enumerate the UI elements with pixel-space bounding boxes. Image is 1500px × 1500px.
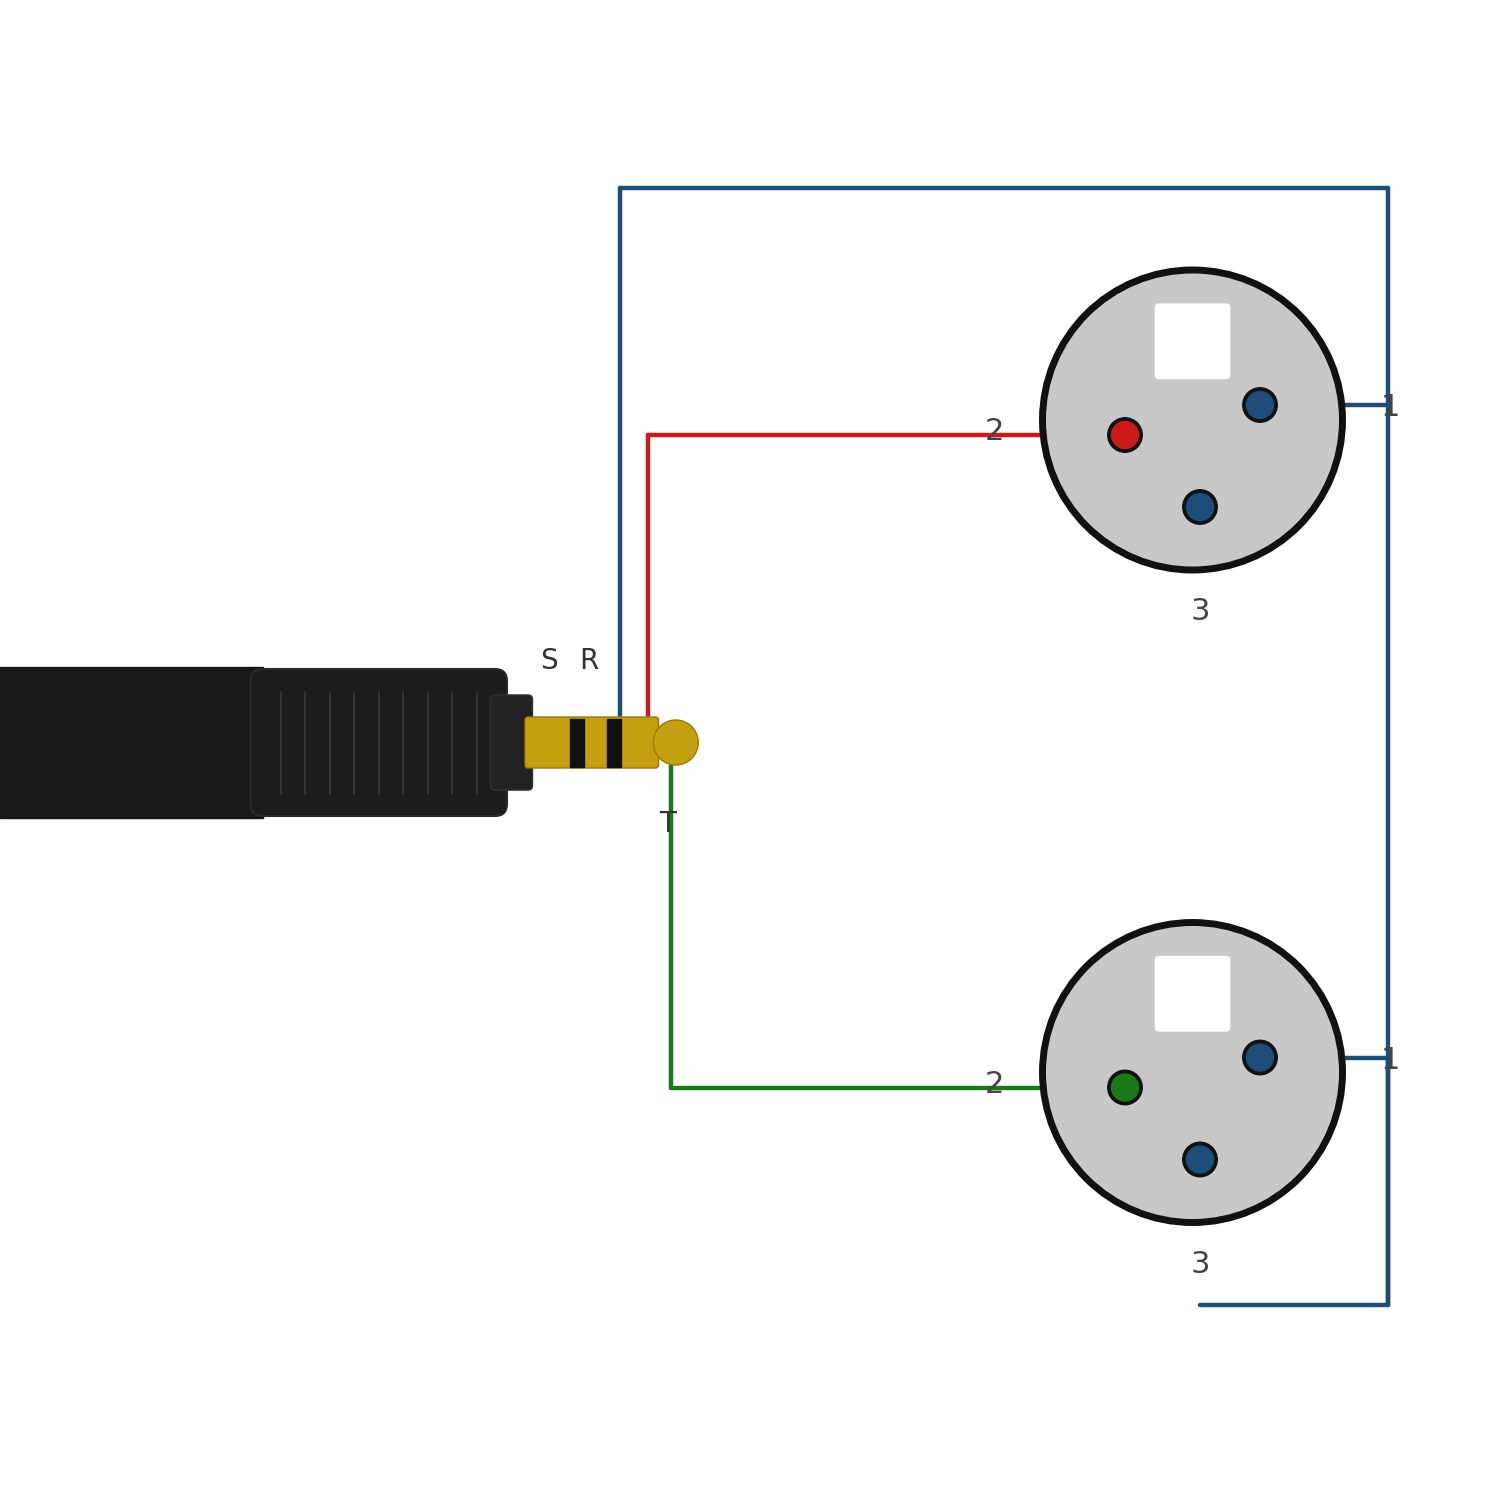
Text: R: R: [579, 646, 598, 675]
Text: T: T: [658, 810, 676, 838]
Circle shape: [1042, 270, 1342, 570]
Text: 1: 1: [1382, 393, 1400, 423]
Circle shape: [1042, 922, 1342, 1222]
Circle shape: [1107, 1071, 1143, 1104]
Circle shape: [1182, 1143, 1218, 1178]
Circle shape: [1182, 490, 1218, 525]
Circle shape: [1107, 417, 1143, 453]
Circle shape: [1112, 422, 1138, 448]
Text: 2: 2: [986, 1070, 1004, 1100]
FancyBboxPatch shape: [1155, 303, 1232, 380]
Circle shape: [1186, 494, 1214, 520]
Circle shape: [1112, 1074, 1138, 1101]
Text: 2: 2: [986, 417, 1004, 447]
Circle shape: [654, 720, 698, 765]
Circle shape: [1244, 388, 1278, 423]
Circle shape: [1244, 1041, 1278, 1074]
Circle shape: [1186, 1146, 1214, 1173]
FancyBboxPatch shape: [490, 694, 532, 790]
Text: S: S: [540, 646, 558, 675]
Text: 3: 3: [1191, 1250, 1209, 1280]
Circle shape: [1246, 392, 1274, 418]
FancyBboxPatch shape: [525, 717, 658, 768]
FancyBboxPatch shape: [1155, 956, 1232, 1032]
Circle shape: [1246, 1044, 1274, 1071]
FancyBboxPatch shape: [251, 669, 507, 816]
Text: 3: 3: [1191, 597, 1209, 627]
Text: 1: 1: [1382, 1046, 1400, 1076]
